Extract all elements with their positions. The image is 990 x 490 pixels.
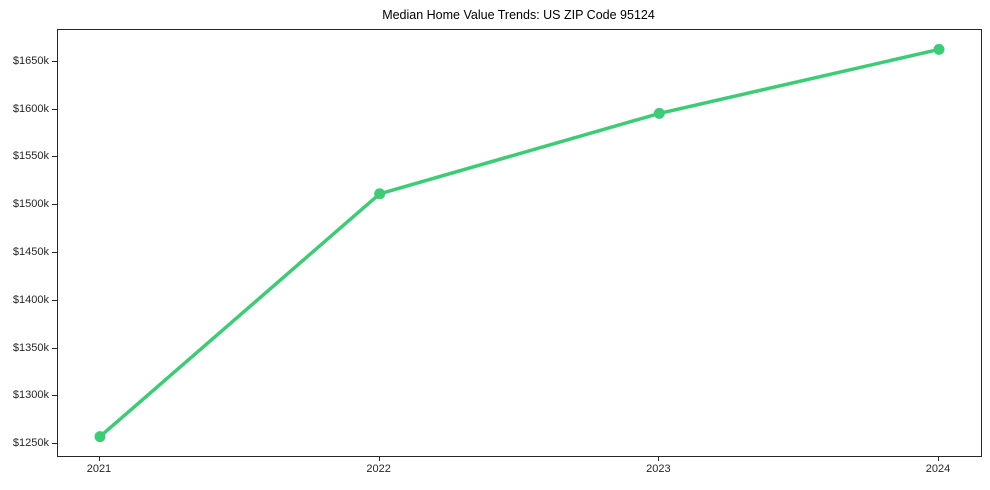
y-tick-label: $1550k [12,150,49,163]
y-tick-label: $1350k [12,341,49,354]
x-tick-label: 2022 [366,463,391,475]
chart-title: Median Home Value Trends: US ZIP Code 95… [382,8,655,22]
y-tick-label: $1400k [12,293,49,306]
plot-area [57,29,982,457]
y-tick-mark [52,443,57,445]
data-point-2021 [94,431,106,443]
data-point-2024 [933,43,945,55]
y-tick-label: $1500k [12,198,49,211]
y-tick-label: $1300k [12,389,49,402]
y-tick-label: $1600k [12,102,49,115]
y-tick-mark [52,108,57,110]
y-tick-mark [52,347,57,349]
y-tick-mark [52,60,57,62]
y-tick-label: $1650k [12,54,49,67]
y-tick-mark [52,156,57,158]
x-tick-mark [658,456,660,461]
x-tick-label: 2023 [646,463,671,475]
y-tick-mark [52,252,57,254]
x-tick-label: 2021 [86,463,112,475]
y-tick-label: $1450k [12,246,49,259]
x-tick-mark [98,456,100,461]
line-series-svg [94,43,945,443]
y-tick-label: $1250k [12,437,49,450]
x-tick-label: 2024 [925,463,951,475]
x-tick-mark [378,456,380,461]
data-point-2022 [374,188,386,200]
y-tick-mark [52,299,57,301]
y-tick-mark [52,204,57,206]
trend-line [98,47,941,439]
y-tick-mark [52,395,57,397]
x-tick-mark [938,456,940,461]
data-point-2023 [653,107,665,119]
